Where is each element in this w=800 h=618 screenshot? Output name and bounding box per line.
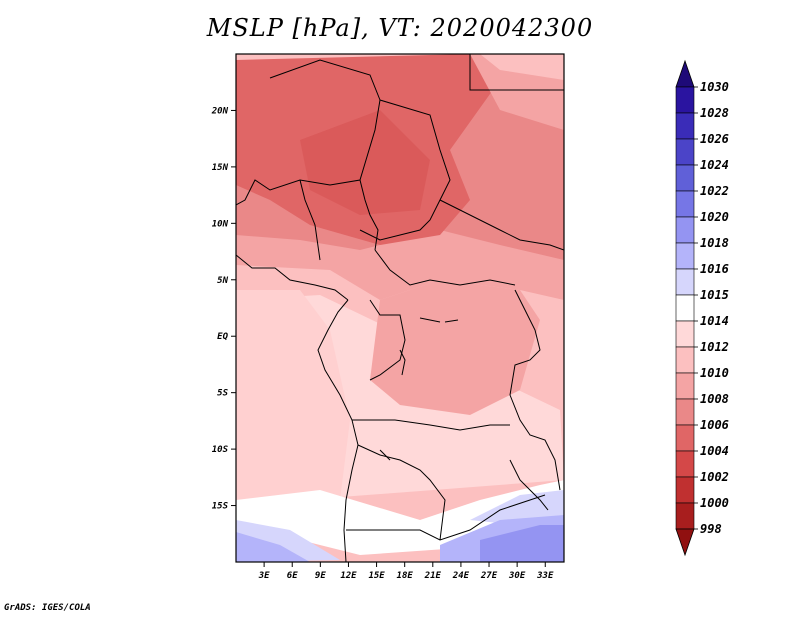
legend-swatch bbox=[675, 398, 695, 426]
lon-tick-label: 12E bbox=[340, 571, 357, 581]
map-frame bbox=[235, 53, 565, 563]
latitude-axis: 20N 15N 10N 5N EQ 5S 10S 15S bbox=[211, 106, 236, 512]
lat-tick-label: EQ bbox=[217, 332, 228, 342]
legend-level-label: 1028 bbox=[700, 106, 729, 120]
lat-tick-label: 5N bbox=[217, 276, 228, 286]
map-title: MSLP [hPa], VT: 2020042300 bbox=[206, 14, 594, 42]
lat-tick-label: 5S bbox=[217, 389, 228, 399]
legend-swatch bbox=[675, 216, 695, 244]
legend-level-label: 1022 bbox=[700, 184, 729, 198]
lon-tick-label: 9E bbox=[315, 571, 326, 581]
legend-swatch bbox=[675, 268, 695, 296]
credit-text: GrADS: IGES/COLA bbox=[4, 603, 91, 613]
longitude-axis: 3E 6E 9E 12E 15E 18E 21E 24E 27E 30E 33E bbox=[258, 562, 554, 581]
legend-level-label: 1012 bbox=[700, 340, 729, 354]
legend-level-label: 1030 bbox=[700, 80, 729, 94]
legend-level-label: 1010 bbox=[700, 366, 729, 380]
lat-tick-label: 15N bbox=[212, 163, 229, 173]
legend-swatch bbox=[675, 294, 695, 322]
legend-swatch bbox=[675, 242, 695, 270]
legend-arrow-top bbox=[675, 59, 695, 88]
lon-tick-label: 6E bbox=[287, 571, 298, 581]
lon-tick-label: 30E bbox=[508, 571, 526, 581]
legend-swatch bbox=[675, 346, 695, 374]
legend-level-label: 1004 bbox=[700, 444, 729, 458]
legend-level-label: 1000 bbox=[700, 496, 729, 510]
lat-tick-label: 10S bbox=[212, 445, 229, 455]
legend-swatch bbox=[675, 164, 695, 192]
lat-tick-label: 20N bbox=[211, 106, 229, 116]
lat-tick-label: 10N bbox=[212, 219, 229, 229]
legend-swatch bbox=[675, 502, 695, 530]
legend-swatch bbox=[675, 424, 695, 452]
lon-tick-label: 24E bbox=[452, 571, 470, 581]
legend-level-label: 1026 bbox=[700, 132, 729, 146]
legend-swatch bbox=[675, 372, 695, 400]
legend-swatch bbox=[675, 476, 695, 504]
legend-swatch bbox=[675, 138, 695, 166]
lon-tick-label: 33E bbox=[536, 571, 554, 581]
legend-swatch bbox=[675, 190, 695, 218]
lon-tick-label: 27E bbox=[480, 571, 498, 581]
legend-level-label: 1024 bbox=[700, 158, 729, 172]
lon-tick-label: 15E bbox=[368, 571, 385, 581]
legend-swatch bbox=[675, 450, 695, 478]
legend-level-label: 1006 bbox=[700, 418, 729, 432]
legend-swatch bbox=[675, 320, 695, 348]
legend-swatch bbox=[675, 86, 695, 114]
legend-level-label: 1015 bbox=[700, 288, 729, 302]
legend-level-label: 1002 bbox=[700, 470, 729, 484]
legend-level-label: 1020 bbox=[700, 210, 729, 224]
color-legend: 1030 1028 1026 1024 1022 1020 1018 1016 1015 1014… bbox=[675, 59, 729, 557]
country-borders bbox=[236, 54, 564, 562]
pressure-field bbox=[236, 54, 564, 562]
lon-tick-label: 18E bbox=[397, 571, 414, 581]
lon-tick-label: 3E bbox=[258, 571, 270, 581]
legend-level-label: 998 bbox=[700, 522, 722, 536]
legend-level-label: 1016 bbox=[700, 262, 729, 276]
lon-tick-label: 21E bbox=[424, 571, 442, 581]
lat-tick-label: 15S bbox=[212, 502, 229, 512]
legend-arrow-bottom bbox=[675, 528, 695, 557]
legend-level-label: 1014 bbox=[700, 314, 729, 328]
legend-level-label: 1018 bbox=[700, 236, 729, 250]
legend-level-label: 1008 bbox=[700, 392, 729, 406]
legend-swatch bbox=[675, 112, 695, 140]
